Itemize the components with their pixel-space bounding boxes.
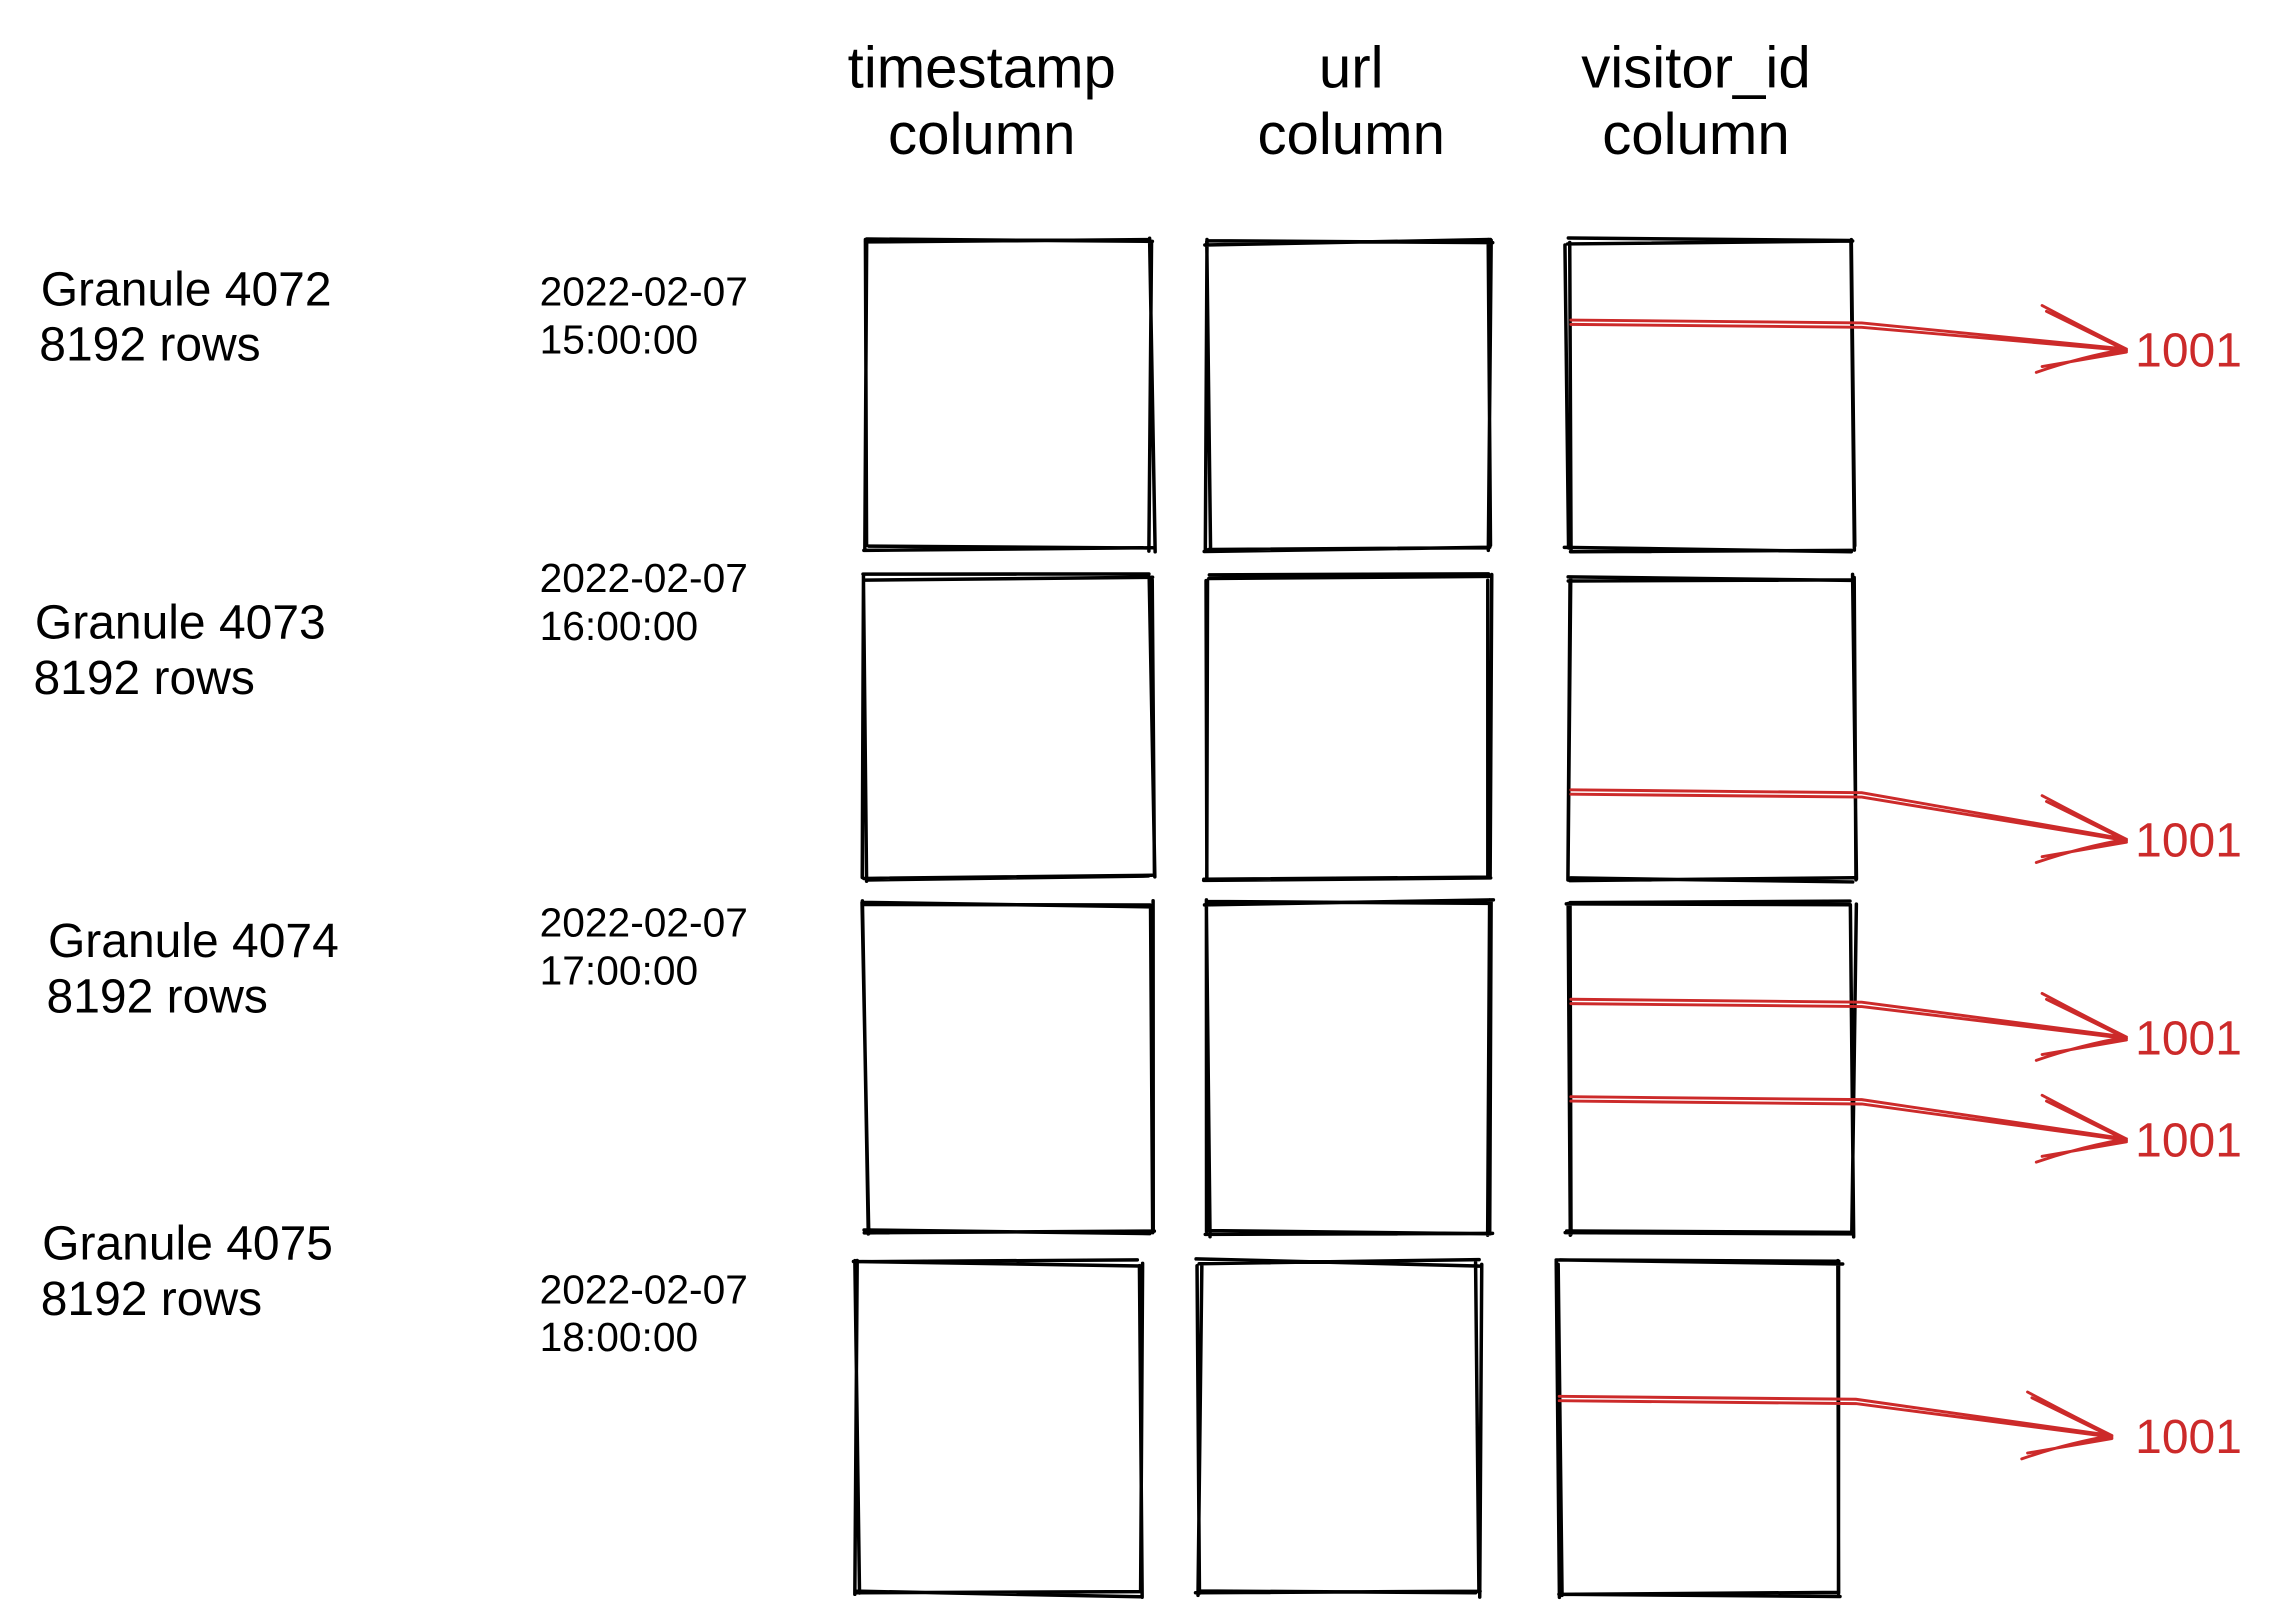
granule-rows: 8192 rows: [39, 319, 260, 372]
granule-rows: 8192 rows: [47, 970, 268, 1023]
match-arrow: [1569, 991, 2128, 1062]
timestamp-date: 2022-02-07: [540, 268, 748, 314]
granule-3-visitor-id-block: [1554, 1258, 1845, 1600]
column-headers: timestamp column url column visitor_id colu…: [848, 35, 1811, 167]
timestamp-date: 2022-02-07: [540, 1266, 748, 1312]
timestamp-time: 15:00:00: [540, 316, 699, 362]
granule-label: Granule 4073: [35, 597, 326, 650]
match-value: 1001: [2135, 815, 2242, 868]
timestamp-time: 16:00:00: [540, 603, 699, 649]
granule-label: Granule 4072: [41, 263, 332, 316]
granule-2-timestamp-block: [860, 899, 1157, 1236]
granule-3-url-block: [1193, 1257, 1484, 1599]
match-arrow: [1569, 304, 2128, 374]
granule-1-timestamp-block: [860, 572, 1157, 883]
match-arrow: [1569, 788, 2128, 864]
match-value: 1001: [2135, 1411, 2242, 1464]
granule-1-visitor-id-block: [1566, 572, 1859, 884]
header-timestamp-line2: column: [888, 102, 1075, 167]
granule-0-visitor-id-block: [1562, 236, 1857, 554]
match-value: 1001: [2135, 1114, 2242, 1167]
column-blocks: [851, 236, 1859, 1600]
granule-1-url-block: [1201, 572, 1494, 883]
header-url-line1: url: [1319, 35, 1384, 100]
granule-rows: 8192 rows: [33, 652, 254, 705]
match-value: 1001: [2135, 1013, 2242, 1066]
header-timestamp-line1: timestamp: [848, 35, 1116, 100]
granule-label: Granule 4075: [42, 1218, 333, 1271]
header-url: url column: [1257, 35, 1444, 167]
granule-labels: Granule 4072 8192 rows Granule 4073 8192…: [33, 263, 338, 1325]
timestamp-time: 18:00:00: [540, 1314, 699, 1360]
timestamp-date: 2022-02-07: [540, 900, 748, 946]
match-arrow: [1569, 1093, 2128, 1164]
granule-0-timestamp-block: [862, 236, 1157, 554]
header-visitor-id-line1: visitor_id: [1581, 35, 1810, 100]
header-url-line2: column: [1257, 102, 1444, 167]
header-timestamp: timestamp column: [848, 35, 1116, 167]
header-visitor-id: visitor_id column: [1581, 35, 1810, 167]
header-visitor-id-line2: column: [1602, 102, 1789, 167]
granule-2-visitor-id-block: [1563, 899, 1859, 1239]
granule-timestamps: 2022-02-07 15:00:00 2022-02-07 16:00:00 …: [540, 268, 748, 1360]
match-value: 1001: [2135, 325, 2242, 378]
timestamp-time: 17:00:00: [540, 948, 699, 994]
granule-2-url-block: [1202, 898, 1496, 1239]
granule-3-timestamp-block: [851, 1258, 1145, 1599]
granule-rows: 8192 rows: [41, 1273, 262, 1326]
granule-label: Granule 4074: [48, 915, 339, 968]
granule-0-url-block: [1202, 237, 1495, 554]
timestamp-date: 2022-02-07: [540, 555, 748, 601]
match-arrows: 1001 1001 1001 1001 1001: [1557, 304, 2242, 1464]
match-arrow: [1557, 1390, 2114, 1461]
